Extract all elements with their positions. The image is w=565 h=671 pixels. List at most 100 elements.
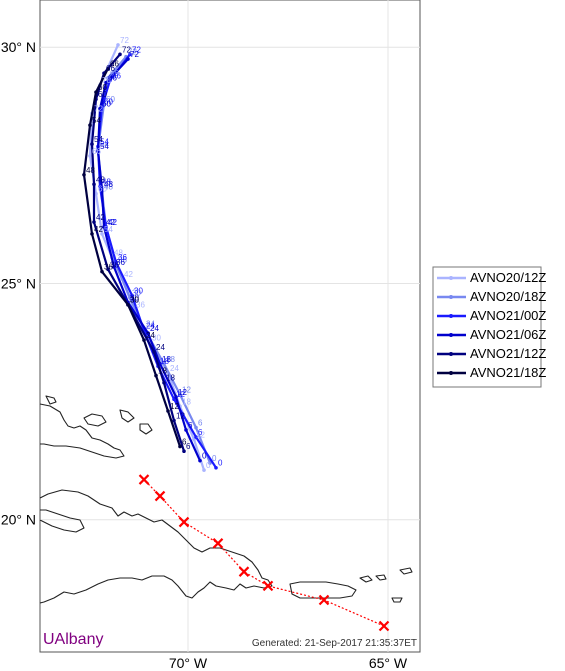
forecast-hour-label: 54 bbox=[100, 140, 109, 149]
track-point bbox=[192, 437, 196, 442]
forecast-hour-label: 36 bbox=[104, 263, 113, 272]
track-point bbox=[198, 458, 202, 463]
track-point bbox=[162, 361, 166, 366]
forecast-hour-label: 36 bbox=[118, 256, 127, 265]
axis-tick-labels: 30° N 25° N 20° N 70° W 65° W bbox=[1, 39, 408, 671]
legend-item: AVNO20/18Z bbox=[437, 289, 546, 304]
forecast-hour-label: 54 bbox=[100, 137, 109, 146]
forecast-hour-label: 60 bbox=[98, 83, 107, 92]
track-point bbox=[106, 267, 110, 272]
turks-caicos-east-coastline bbox=[139, 423, 153, 435]
forecast-hour-label: 24 bbox=[146, 319, 155, 328]
forecast-hour-label: 60 bbox=[106, 95, 115, 104]
observed-position-marker bbox=[178, 516, 190, 528]
forecast-hour-label: 24 bbox=[146, 322, 155, 331]
track-point bbox=[182, 449, 186, 454]
forecast-hour-label: 48 bbox=[104, 182, 113, 191]
generated-timestamp: Generated: 21-Sep-2017 21:35:37ET bbox=[252, 638, 417, 649]
track-point bbox=[114, 260, 118, 265]
forecast-hour-label: 48 bbox=[114, 248, 123, 257]
turks-caicos-west-coastline bbox=[119, 409, 135, 423]
track-point bbox=[82, 173, 86, 177]
forecast-hour-label: 48 bbox=[102, 178, 111, 187]
lat-tick-label: 20° N bbox=[1, 512, 36, 528]
forecast-hour-label: 18 bbox=[166, 374, 175, 383]
forecast-hour-label: 6 bbox=[188, 421, 193, 430]
track-point bbox=[106, 66, 110, 71]
organization-label: UAlbany bbox=[43, 631, 103, 648]
forecast-hour-label: 24 bbox=[170, 364, 179, 373]
legend-item: AVNO20/12Z bbox=[437, 270, 546, 285]
puerto-rico-coastline bbox=[289, 581, 357, 599]
legend-swatch-marker bbox=[449, 295, 453, 299]
forecast-hour-label: 36 bbox=[116, 258, 125, 267]
haiti-bay-coastline bbox=[39, 509, 85, 533]
forecast-hour-label: 18 bbox=[166, 355, 175, 364]
forecast-hour-label: 36 bbox=[118, 253, 127, 262]
forecast-hour-label: 12 bbox=[176, 411, 185, 420]
track-point bbox=[162, 380, 166, 385]
forecast-hour-label: 0 bbox=[218, 459, 223, 468]
observed-position-marker bbox=[238, 566, 250, 577]
marker-stroke bbox=[378, 620, 390, 632]
forecast-hour-label: 24 bbox=[150, 324, 159, 333]
observed-position-marker bbox=[262, 580, 274, 592]
forecast-hour-label: 18 bbox=[160, 357, 169, 366]
forecast-hour-label: 48 bbox=[96, 175, 105, 184]
track-point bbox=[184, 428, 188, 432]
forecast-hour-label: 0 bbox=[212, 454, 217, 463]
legend-label: AVNO21/12Z bbox=[470, 346, 546, 361]
forecast-hour-label: 12 bbox=[170, 402, 179, 411]
track-line bbox=[90, 53, 186, 452]
marker-stroke bbox=[154, 490, 166, 502]
forecast-hour-label: 18 bbox=[182, 397, 191, 406]
track-point bbox=[174, 395, 178, 399]
forecast-hour-label: 66 bbox=[110, 60, 119, 69]
forecast-hour-label: 66 bbox=[112, 71, 121, 80]
forecast-hour-label: 24 bbox=[156, 343, 165, 352]
marker-stroke bbox=[318, 594, 330, 606]
forecast-hour-label: 48 bbox=[104, 180, 113, 189]
track-point bbox=[100, 232, 104, 236]
forecast-hour-label: 6 bbox=[198, 428, 203, 437]
plot-area: 0121824303642485460667278720612182430364… bbox=[39, 0, 421, 653]
forecast-hour-label: 72 bbox=[120, 36, 129, 45]
marker-stroke bbox=[238, 566, 250, 577]
track-point bbox=[130, 293, 134, 298]
legend-label: AVNO21/00Z bbox=[470, 308, 546, 323]
forecast-hour-label: 0 bbox=[202, 452, 207, 461]
legend-swatch-marker bbox=[449, 276, 453, 280]
grid-lines bbox=[40, 0, 420, 652]
track-point bbox=[88, 154, 92, 158]
forecast-hour-label: 18 bbox=[158, 367, 167, 376]
track-point bbox=[172, 418, 176, 423]
track-point bbox=[88, 123, 92, 128]
legend-item: AVNO21/12Z bbox=[437, 346, 546, 361]
forecast-hour-label: 66 bbox=[110, 69, 119, 78]
observed-position-marker bbox=[212, 538, 224, 549]
forecast-tracks bbox=[82, 43, 218, 472]
track-point bbox=[202, 468, 206, 472]
forecast-hour-label: 30 bbox=[152, 334, 161, 343]
forecast-hour-label: 30 bbox=[130, 293, 139, 302]
forecast-hour-label: 0 bbox=[206, 461, 211, 470]
legend-item: AVNO21/00Z bbox=[437, 308, 546, 323]
track-point bbox=[96, 149, 100, 153]
track-point bbox=[214, 465, 218, 470]
forecast-hour-label: 60 bbox=[104, 97, 113, 106]
forecast-hour-label: 6 bbox=[198, 419, 203, 428]
forecast-hour-label: 60 bbox=[102, 100, 111, 109]
forecast-hour-label: 36 bbox=[110, 260, 119, 269]
forecast-hour-label: 42 bbox=[106, 218, 115, 227]
track-point bbox=[126, 57, 130, 61]
forecast-hour-label: 36 bbox=[136, 300, 145, 309]
observed-position-marker bbox=[378, 620, 390, 632]
observed-position-marker bbox=[138, 474, 150, 485]
forecast-hour-label: 42 bbox=[108, 218, 117, 227]
track-point bbox=[194, 425, 198, 430]
forecast-hour-label: 54 bbox=[92, 116, 101, 125]
lat-tick-label: 30° N bbox=[1, 39, 36, 55]
track-point bbox=[118, 52, 122, 57]
track-point bbox=[94, 90, 98, 94]
